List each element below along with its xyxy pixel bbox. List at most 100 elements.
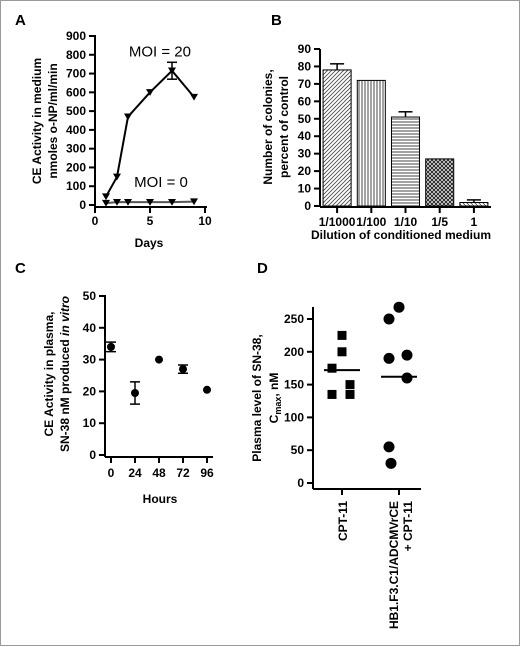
panel-a-series-line — [105, 69, 195, 198]
panel-b-x-label: Dilution of conditioned medium — [311, 228, 491, 242]
panel-a-series — [102, 61, 198, 207]
panel-b-y-tick-label: 0 — [304, 199, 311, 213]
panel-d-y-tick-label: 0 — [297, 476, 304, 490]
panel-a-point — [146, 198, 154, 206]
panel-b-bar — [459, 202, 489, 207]
panel-d-point-circle — [393, 301, 405, 313]
panel-a-y-tick-label: 200 — [66, 160, 86, 174]
panel-d-y-ticks: 0 50 100 150 200 250 — [284, 312, 313, 490]
panel-a-y-tick-label: 300 — [66, 142, 86, 156]
panel-d-letter: D — [257, 260, 268, 277]
panel-b-y-tick-label: 90 — [298, 42, 312, 56]
panel-b-y-tick-label: 10 — [298, 182, 312, 196]
panel-c-y-label: CE Activity in plasma, SN-38 nM produced… — [42, 296, 72, 452]
panel-a-point — [146, 89, 154, 96]
panel-a-y-tick-label: 800 — [66, 48, 86, 62]
panel-c-point — [107, 342, 115, 351]
panel-c-y-ticks: 0 10 20 30 40 50 — [83, 289, 105, 462]
panel-d-y-tick-label: 200 — [284, 345, 304, 359]
panel-c-y-label-line2-main: SN-38 nM produced — [58, 336, 72, 452]
panel-d-y-label-c: C — [267, 414, 281, 423]
panel-a-point — [124, 113, 132, 121]
panel-d-y-label-sub: max — [273, 397, 283, 415]
panel-b-x-tick-label: 1/100 — [356, 215, 386, 229]
panel-b-y-label-line1: Number of colonies, — [261, 69, 275, 184]
panel-a: A 0 100 200 300 400 500 600 700 800 900 0 5 10 MOI … — [15, 12, 212, 250]
panel-d-point-square — [327, 389, 337, 399]
panel-d-category-combo-line1: HB1.F3.C1/ADCMVrCE — [387, 501, 401, 629]
panel-a-annotation-moi0: MOI = 0 — [134, 174, 188, 191]
panel-a-point — [190, 93, 198, 101]
panel-a-point — [190, 198, 198, 206]
panel-d-y-label-unit: , nM — [267, 373, 281, 397]
panel-b-x-tick-label: 1 — [471, 215, 478, 229]
panel-b-x-tick-label: 1/5 — [431, 215, 448, 229]
panel-c-x-tick-label: 0 — [108, 466, 115, 480]
panel-d-y-tick-label: 50 — [291, 443, 305, 457]
panel-d-point-circle — [383, 441, 395, 453]
panel-b: B 0 10 20 30 40 50 60 70 80 90 1/1000 1/100 1/10 1/5… — [261, 12, 491, 242]
panel-c-y-tick-label: 50 — [83, 289, 97, 303]
panel-b-letter: B — [271, 12, 282, 29]
panel-c-y-label-line1: CE Activity in plasma, — [42, 312, 56, 437]
panel-a-y-tick-label: 100 — [66, 179, 86, 193]
panel-b-y-tick-label: 80 — [298, 59, 312, 73]
panel-d-point-circle — [401, 349, 413, 361]
panel-d-category-cpt11: CPT-11 — [336, 501, 350, 541]
panel-a-y-label: CE Activity in medium nmoles o-NP/ml/min — [30, 58, 60, 184]
panel-a-y-tick-label: 500 — [66, 104, 86, 118]
panel-d-point-circle — [385, 457, 397, 469]
panel-c-y-tick-label: 20 — [83, 384, 97, 398]
panel-c-x-tick-label: 72 — [176, 466, 190, 480]
panel-c-y-label-line2: SN-38 nM produced in vitro — [58, 296, 72, 452]
panel-a-x-tick-label: 0 — [92, 214, 99, 228]
panel-c-x-ticks: 0 24 48 72 96 — [108, 457, 214, 480]
panel-c-x-tick-label: 24 — [128, 466, 142, 480]
panel-a-y-label-line1: CE Activity in medium — [30, 58, 44, 184]
panel-c-y-tick-label: 40 — [83, 321, 97, 335]
panel-b-bar — [390, 116, 421, 207]
panel-d-point-square — [345, 389, 355, 399]
panel-a-letter: A — [15, 12, 26, 29]
panel-c-x-label: Hours — [143, 492, 178, 506]
panel-b-y-label-line2: percent of control — [277, 76, 291, 178]
panel-b-y-tick-label: 30 — [298, 147, 312, 161]
panel-a-point — [113, 198, 121, 206]
panel-d-y-tick-label: 250 — [284, 312, 304, 326]
panel-a-point — [113, 173, 121, 181]
panel-d-point-square — [337, 330, 347, 340]
panel-b-bars — [322, 63, 489, 207]
panel-a-point — [102, 193, 110, 201]
panel-b-y-tick-label: 60 — [298, 94, 312, 108]
panel-d: D 0 50 100 150 200 250 CPT-11 HB1.F3.C1/ADCMV… — [250, 260, 421, 629]
panel-d-point-square — [327, 363, 337, 373]
panel-c-point — [179, 365, 187, 374]
panel-d-point-circle — [383, 352, 395, 364]
panel-b-y-tick-label: 20 — [298, 164, 312, 178]
panel-a-point — [102, 199, 110, 207]
panel-a-point — [124, 198, 132, 206]
panel-b-x-tick-label: 1/1000 — [319, 215, 356, 229]
panel-a-x-tick-label: 5 — [147, 214, 154, 228]
panel-d-points — [324, 301, 417, 469]
panel-d-y-label: Plasma level of SN-38, Cmax, nM — [250, 334, 283, 461]
panel-c-y-tick-label: 0 — [89, 448, 96, 462]
panel-a-y-tick-label: 900 — [66, 29, 86, 43]
panel-b-x-tick-label: 1/10 — [394, 215, 418, 229]
panel-b-bar — [322, 69, 352, 207]
panel-b-y-tick-label: 40 — [298, 129, 312, 143]
panel-a-y-tick-label: 700 — [66, 67, 86, 81]
panel-a-y-tick-label: 600 — [66, 85, 86, 99]
panel-b-bar — [356, 79, 386, 207]
panel-c-y-tick-label: 10 — [83, 416, 97, 430]
panel-b-y-label: Number of colonies, percent of control — [261, 69, 291, 184]
panel-d-y-tick-label: 100 — [284, 410, 304, 424]
panel-c-y-tick-label: 30 — [83, 353, 97, 367]
panel-a-point — [168, 198, 176, 206]
panel-d-point-square — [345, 380, 355, 390]
panel-b-y-tick-label: 50 — [298, 112, 312, 126]
panel-c-point — [131, 388, 139, 397]
panel-a-y-tick-label: 0 — [79, 198, 86, 212]
